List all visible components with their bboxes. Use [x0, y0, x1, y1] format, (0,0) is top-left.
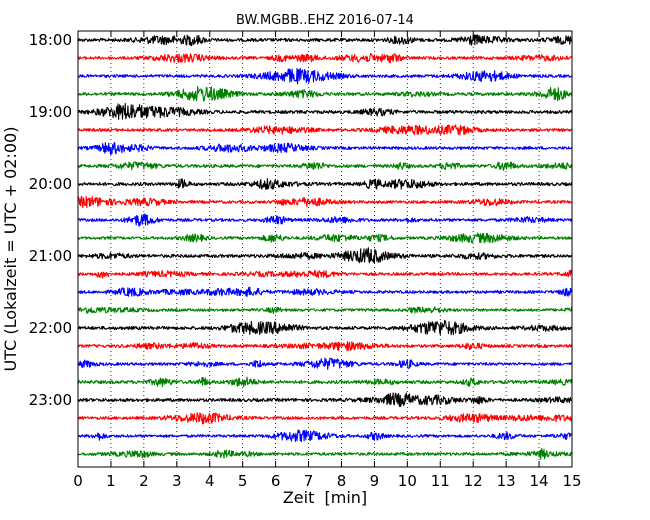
y-tick-label: 23:00 — [29, 391, 72, 409]
x-tick-label: 8 — [337, 472, 347, 490]
trace-1900 — [77, 102, 573, 120]
trace-2200 — [77, 319, 573, 336]
y-tick-label: 20:00 — [29, 175, 72, 193]
trace-1830 — [77, 67, 573, 85]
trace-1930 — [77, 142, 573, 155]
x-tick-label: 12 — [464, 472, 483, 490]
trace-2215 — [77, 341, 573, 352]
x-tick-label: 1 — [106, 472, 116, 490]
trace-2015 — [77, 195, 573, 209]
y-axis-label: UTC (Lokalzeit = UTC + 02:00) — [1, 127, 20, 372]
chart-title: BW.MGBB..EHZ 2016-07-14 — [236, 13, 414, 28]
x-axis-label: Zeit [min] — [283, 488, 367, 507]
x-tick-label: 3 — [172, 472, 182, 490]
trace-2100 — [77, 247, 573, 265]
y-axis: 18:00 19:00 20:00 21:00 22:00 23:00 — [29, 31, 572, 409]
x-tick-label: 7 — [304, 472, 314, 490]
x-tick-label: 14 — [530, 472, 549, 490]
plot-frame — [77, 30, 573, 468]
trace-1815 — [77, 53, 573, 64]
trace-2045 — [77, 232, 573, 244]
x-tick-label: 2 — [139, 472, 149, 490]
trace-2345 — [77, 448, 573, 460]
trace-1800 — [77, 34, 573, 47]
x-tick-label: 15 — [562, 472, 581, 490]
x-tick-label: 9 — [370, 472, 380, 490]
x-tick-label: 11 — [431, 472, 450, 490]
x-tick-label: 6 — [271, 472, 281, 490]
trace-2300 — [77, 392, 573, 407]
trace-2145 — [77, 306, 573, 314]
y-tick-label: 19:00 — [29, 103, 72, 121]
trace-2230 — [77, 357, 573, 370]
y-tick-label: 18:00 — [29, 31, 72, 49]
x-tick-label: 10 — [398, 472, 417, 490]
x-tick-label: 4 — [205, 472, 215, 490]
trace-2330 — [77, 429, 573, 443]
trace-1945 — [77, 161, 573, 171]
trace-2000 — [77, 178, 573, 190]
trace-2315 — [77, 412, 573, 425]
trace-2245 — [77, 376, 573, 388]
trace-1845 — [77, 85, 573, 102]
trace-2130 — [77, 286, 573, 297]
x-tick-label: 5 — [238, 472, 248, 490]
trace-2030 — [77, 213, 573, 227]
x-axis: 0 1 2 3 4 5 6 7 8 9 10 11 12 13 14 15 — [73, 31, 582, 490]
trace-2115 — [77, 269, 573, 279]
y-tick-label: 21:00 — [29, 247, 72, 265]
gridlines — [110, 31, 540, 467]
trace-1915 — [77, 124, 573, 136]
trace-group — [77, 34, 573, 460]
x-tick-label: 0 — [73, 472, 83, 490]
y-tick-label: 22:00 — [29, 319, 72, 337]
x-tick-label: 13 — [497, 472, 516, 490]
